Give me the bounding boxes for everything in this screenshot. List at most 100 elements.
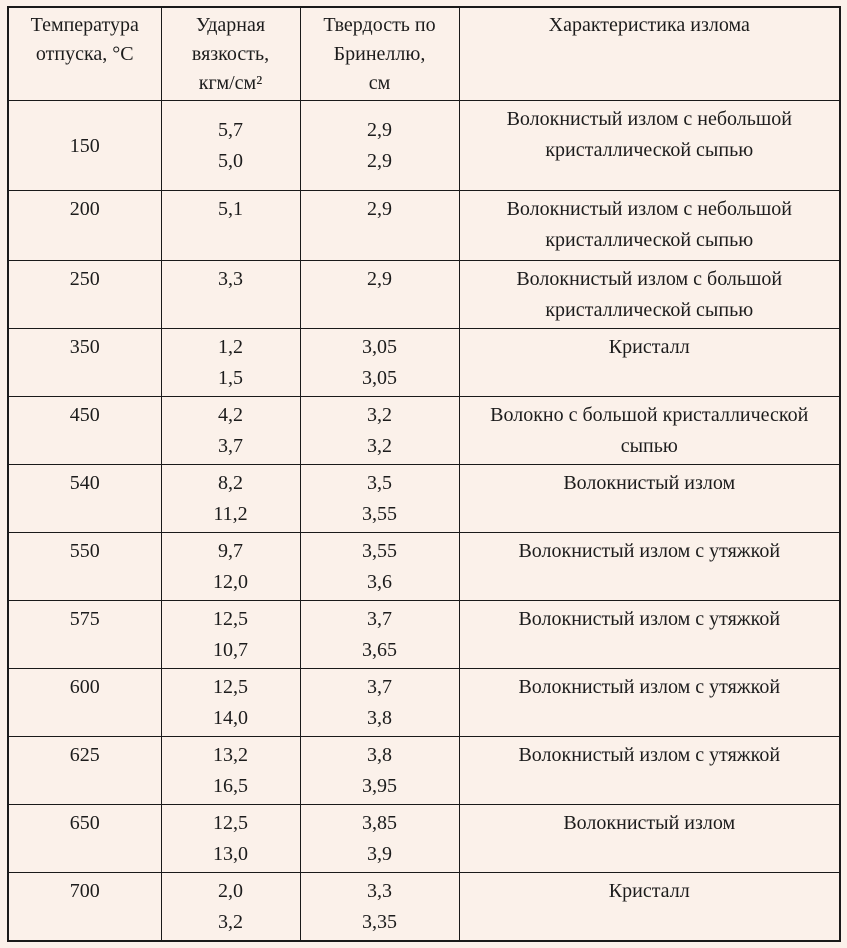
header-temperature-line: отпуска, °С bbox=[35, 43, 134, 65]
toughness-cell: 5,1 bbox=[160, 190, 301, 261]
hardness-cell: 3,8 3,95 bbox=[299, 736, 460, 805]
cell-value: Кристалл bbox=[608, 336, 690, 358]
cell-value: Волокнистый излом с утяжкой bbox=[518, 608, 781, 630]
cell-value: Волокнистый излом с утяжкой bbox=[518, 744, 781, 766]
cell-value: 12,0 bbox=[213, 571, 248, 593]
fracture-cell: Волокнистый излом с утяжкой bbox=[458, 736, 841, 805]
tempering-properties-table: Температура отпуска, °С Ударная вязкость… bbox=[7, 6, 841, 942]
cell-value: 600 bbox=[69, 676, 100, 698]
fracture-cell: Волокнистый излом с утяжкой bbox=[458, 532, 841, 601]
cell-value: 1,2 bbox=[218, 336, 243, 358]
cell-value: 3,05 bbox=[362, 336, 397, 358]
cell-value: 2,9 bbox=[367, 119, 392, 141]
temperature-cell: 600 bbox=[7, 668, 162, 737]
hardness-cell: 3,3 3,35 bbox=[299, 872, 460, 942]
cell-value: 2,9 bbox=[367, 268, 392, 290]
cell-value: 16,5 bbox=[213, 775, 248, 797]
toughness-cell: 3,3 bbox=[160, 260, 301, 329]
header-fracture-characteristic-line: Характеристика излома bbox=[548, 14, 750, 36]
cell-value: 1,5 bbox=[218, 367, 243, 389]
toughness-cell: 12,5 13,0 bbox=[160, 804, 301, 873]
fracture-cell: Кристалл bbox=[458, 328, 841, 397]
cell-value: 3,7 bbox=[367, 608, 392, 630]
cell-value: 540 bbox=[69, 472, 100, 494]
header-brinell-hardness: Твердость по Бринеллю, см bbox=[299, 6, 460, 101]
header-brinell-hardness-line: Твердость по bbox=[323, 14, 436, 36]
table-row: 550 9,7 12,0 3,55 3,6 Волокнистый излом с утя… bbox=[7, 532, 841, 601]
toughness-cell: 2,0 3,2 bbox=[160, 872, 301, 942]
header-brinell-hardness-line: см bbox=[368, 72, 391, 94]
cell-value: 5,1 bbox=[218, 198, 243, 220]
cell-value: 3,3 bbox=[367, 880, 392, 902]
table-row: 350 1,2 1,5 3,05 3,05 Кристалл bbox=[7, 328, 841, 397]
cell-value: 575 bbox=[69, 608, 100, 630]
cell-value: 3,2 bbox=[367, 404, 392, 426]
temperature-cell: 625 bbox=[7, 736, 162, 805]
temperature-cell: 650 bbox=[7, 804, 162, 873]
cell-value: 3,85 bbox=[362, 812, 397, 834]
header-impact-toughness-line: кгм/см² bbox=[198, 72, 263, 94]
cell-value: 2,9 bbox=[367, 150, 392, 172]
cell-value: 3,2 bbox=[218, 911, 243, 933]
cell-value: 12,5 bbox=[213, 676, 248, 698]
toughness-cell: 5,7 5,0 bbox=[160, 100, 301, 191]
cell-value: 150 bbox=[69, 134, 100, 157]
fracture-cell: Волокнистый излом с большой кристалличес… bbox=[458, 260, 841, 329]
cell-value: Волокнистый излом с утяжкой bbox=[518, 540, 781, 562]
table-row: 540 8,2 11,2 3,5 3,55 Волокнистый излом bbox=[7, 464, 841, 533]
fracture-cell: Волокно с большой кристаллической сыпью bbox=[458, 396, 841, 465]
cell-value: 3,8 bbox=[367, 707, 392, 729]
hardness-cell: 3,2 3,2 bbox=[299, 396, 460, 465]
cell-value: Волокнистый излом с утяжкой bbox=[518, 676, 781, 698]
cell-value: 2,0 bbox=[218, 880, 243, 902]
fracture-cell: Кристалл bbox=[458, 872, 841, 942]
header-brinell-hardness-line: Бринеллю, bbox=[333, 43, 426, 65]
temperature-cell: 350 bbox=[7, 328, 162, 397]
cell-value: 10,7 bbox=[213, 639, 248, 661]
temperature-cell: 550 bbox=[7, 532, 162, 601]
cell-value: Волокнистый излом bbox=[563, 472, 736, 494]
cell-value: 350 bbox=[69, 336, 100, 358]
cell-value: 3,05 bbox=[362, 367, 397, 389]
header-impact-toughness: Ударная вязкость, кгм/см² bbox=[160, 6, 301, 101]
cell-value: 700 bbox=[69, 880, 100, 902]
cell-value: 3,55 bbox=[362, 503, 397, 525]
table-row: 650 12,5 13,0 3,85 3,9 Волокнистый излом bbox=[7, 804, 841, 873]
cell-value: 550 bbox=[69, 540, 100, 562]
toughness-cell: 12,5 10,7 bbox=[160, 600, 301, 669]
header-impact-toughness-line: вязкость, bbox=[191, 43, 270, 65]
toughness-cell: 4,2 3,7 bbox=[160, 396, 301, 465]
hardness-cell: 2,9 bbox=[299, 190, 460, 261]
temperature-cell: 150 bbox=[7, 100, 162, 191]
cell-value: 3,2 bbox=[367, 435, 392, 457]
cell-value: 2,9 bbox=[367, 198, 392, 220]
cell-value: 3,5 bbox=[367, 472, 392, 494]
cell-value: 14,0 bbox=[213, 707, 248, 729]
toughness-cell: 13,2 16,5 bbox=[160, 736, 301, 805]
table-row: 700 2,0 3,2 3,3 3,35 Кристалл bbox=[7, 872, 841, 942]
hardness-cell: 2,9 bbox=[299, 260, 460, 329]
fracture-cell: Волокнистый излом с утяжкой bbox=[458, 600, 841, 669]
cell-value: 3,35 bbox=[362, 911, 397, 933]
toughness-cell: 12,5 14,0 bbox=[160, 668, 301, 737]
cell-value: 3,8 bbox=[367, 744, 392, 766]
cell-value: 3,3 bbox=[218, 268, 243, 290]
hardness-cell: 3,85 3,9 bbox=[299, 804, 460, 873]
toughness-cell: 8,2 11,2 bbox=[160, 464, 301, 533]
header-impact-toughness-line: Ударная bbox=[195, 14, 266, 36]
cell-value: 3,95 bbox=[362, 775, 397, 797]
temperature-cell: 450 bbox=[7, 396, 162, 465]
header-fracture-characteristic: Характеристика излома bbox=[458, 6, 841, 101]
table-row: 150 5,7 5,0 2,9 2,9 Волокнистый излом с небол… bbox=[7, 100, 841, 191]
cell-value: 11,2 bbox=[213, 503, 248, 525]
hardness-cell: 3,55 3,6 bbox=[299, 532, 460, 601]
cell-value: 3,7 bbox=[367, 676, 392, 698]
temperature-cell: 540 bbox=[7, 464, 162, 533]
cell-value: Волокно с большой кристаллической сыпью bbox=[490, 404, 809, 457]
temperature-cell: 250 bbox=[7, 260, 162, 329]
table-row: 200 5,1 2,9 Волокнистый излом с небольшой к… bbox=[7, 190, 841, 261]
cell-value: 13,2 bbox=[213, 744, 248, 766]
cell-value: 650 bbox=[69, 812, 100, 834]
temperature-cell: 200 bbox=[7, 190, 162, 261]
